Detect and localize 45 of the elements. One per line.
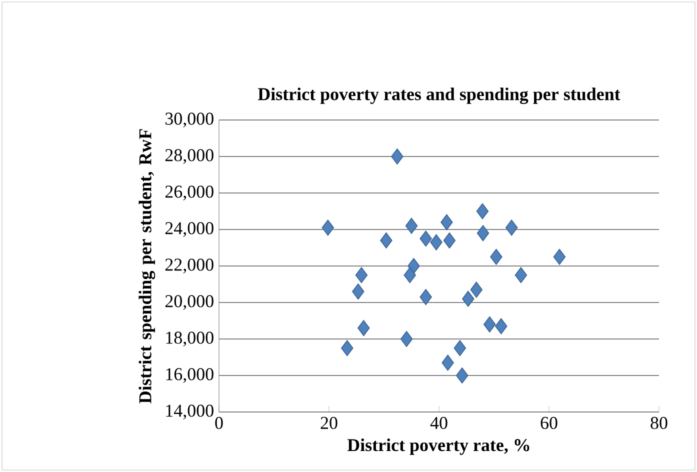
x-axis-title: District poverty rate, %	[347, 438, 530, 455]
point	[443, 232, 456, 248]
point	[380, 232, 392, 248]
point	[352, 284, 364, 300]
point	[476, 203, 489, 220]
x-tick-label: 60	[540, 416, 558, 430]
y-tick-label: 18,000	[166, 332, 214, 346]
point	[430, 234, 442, 250]
point	[454, 340, 466, 356]
point	[514, 267, 528, 284]
y-tick-label: 22,000	[165, 258, 214, 274]
point	[322, 220, 334, 236]
y-tick-label: 28,000	[165, 149, 214, 164]
point	[405, 218, 418, 234]
x-tick-label: 0	[215, 416, 223, 430]
point	[495, 318, 508, 334]
y-tick-label: 24,000	[165, 222, 214, 237]
point	[476, 225, 490, 242]
point	[391, 148, 404, 165]
point	[341, 340, 354, 356]
y-tick-label: 14,000	[166, 404, 214, 420]
x-tick-label: 80	[650, 416, 668, 430]
point	[440, 214, 453, 230]
point	[404, 267, 416, 284]
point	[490, 248, 502, 265]
y-tick-label: 26,000	[165, 186, 214, 200]
point	[420, 288, 432, 306]
chart-title: District poverty rates and spending per student	[258, 88, 620, 104]
point	[355, 267, 368, 284]
point	[470, 282, 483, 298]
point	[505, 220, 518, 236]
point	[358, 320, 370, 336]
y-tick-label: 30,000	[166, 112, 214, 128]
x-tick-label: 20	[320, 416, 338, 430]
point	[553, 248, 566, 265]
y-axis-title: District spending per student, RwF	[138, 129, 156, 404]
point	[462, 290, 474, 307]
point	[400, 330, 413, 348]
x-tick-label: 40	[430, 416, 448, 430]
y-tick-label: 16,000	[166, 368, 214, 383]
point	[483, 316, 496, 332]
point	[442, 354, 454, 371]
point	[420, 230, 432, 247]
y-tick-label: 20,000	[165, 295, 214, 310]
point	[456, 367, 468, 384]
